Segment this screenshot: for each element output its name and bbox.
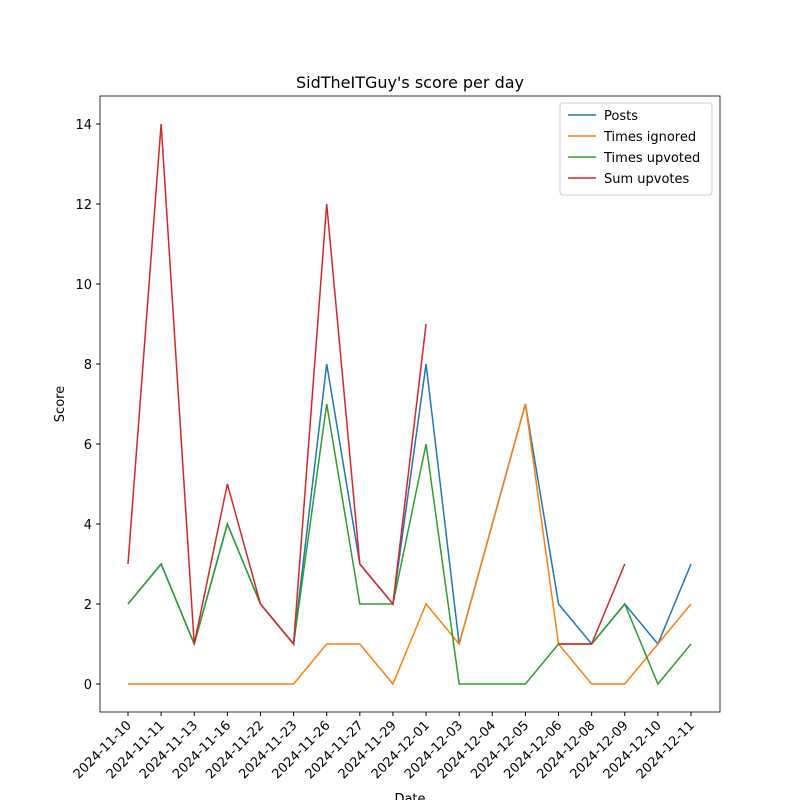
y-tick-label: 4: [84, 518, 92, 533]
legend-label: Sum upvotes: [604, 172, 690, 187]
chart-title: SidTheITGuy's score per day: [296, 73, 524, 92]
y-tick-label: 8: [84, 358, 92, 373]
series-line: [128, 403, 692, 686]
y-tick-label: 12: [75, 198, 92, 213]
y-tick-label: 0: [84, 678, 92, 693]
y-axis-label: Score: [53, 386, 68, 422]
series-line: [127, 363, 692, 647]
y-tick-label: 6: [84, 438, 92, 453]
x-axis-label: Date: [394, 792, 425, 800]
series-line: [127, 403, 692, 686]
legend-label: Posts: [604, 109, 638, 124]
y-tick-label: 2: [84, 598, 92, 613]
legend-label: Times upvoted: [603, 151, 700, 166]
plot-area: [99, 95, 721, 713]
y-tick-label: 14: [75, 118, 92, 133]
series-line: [127, 123, 626, 646]
legend-label: Times ignored: [603, 130, 696, 145]
y-tick-label: 10: [75, 278, 92, 293]
legend-box: [559, 102, 713, 196]
